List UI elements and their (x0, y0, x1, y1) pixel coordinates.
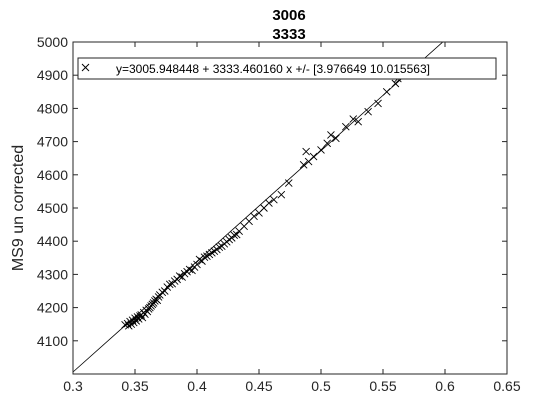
data-point (284, 179, 293, 187)
y-tick-label: 4200 (37, 300, 68, 316)
fit-line-layer (73, 42, 444, 373)
data-point (391, 79, 400, 88)
data-point (341, 122, 350, 131)
data-point (215, 243, 224, 251)
y-tick-label: 4900 (37, 67, 68, 83)
data-point (210, 247, 219, 255)
data-point (317, 146, 325, 154)
chart-title: 3006 3333 (272, 7, 305, 43)
x-tick-label: 0.55 (369, 378, 396, 394)
data-point (349, 115, 358, 123)
data-point (354, 117, 363, 126)
legend-marker-x-icon (81, 63, 90, 72)
data-point (208, 249, 216, 257)
data-point (138, 313, 147, 322)
data-point (332, 134, 340, 143)
data-point (200, 253, 209, 261)
data-point (143, 307, 152, 316)
data-point (327, 131, 335, 139)
data-point (160, 287, 169, 295)
data-point (374, 99, 382, 108)
y-tick-label: 4300 (37, 266, 68, 282)
data-point (165, 280, 174, 289)
x-tick-label: 0.45 (245, 378, 272, 394)
y-tick-label: 4800 (37, 100, 68, 116)
data-point (175, 272, 184, 280)
fit-line (73, 42, 444, 373)
y-tick-label: 5000 (37, 34, 68, 50)
data-point (193, 260, 201, 269)
data-point (173, 275, 181, 284)
data-point (230, 231, 239, 240)
data-point (270, 195, 278, 204)
y-axis: 4100 4200 4300 4400 4500 4600 4700 4800 4900 5000 (37, 34, 507, 349)
chart-title-line-2: 3333 (272, 26, 305, 43)
data-point (225, 235, 234, 244)
data-point (203, 252, 211, 260)
x-tick-label: 0.6 (435, 378, 455, 394)
x-tick-label: 0.35 (121, 378, 148, 394)
data-point (232, 230, 241, 239)
legend-label: y=3005.948448 + 3333.460160 x +/- [3.976… (116, 62, 430, 76)
y-tick-label: 4100 (37, 333, 68, 349)
data-point (309, 152, 318, 161)
legend-box (77, 57, 497, 80)
y-tick-label: 4600 (37, 167, 68, 183)
data-point (265, 199, 273, 207)
data-point (185, 265, 194, 274)
chart-title-line-1: 3006 (272, 7, 305, 24)
data-point (323, 139, 332, 148)
data-point (277, 190, 286, 199)
data-points (121, 74, 402, 330)
data-point (299, 161, 308, 169)
x-tick-label: 0.65 (493, 378, 520, 394)
x-tick-label: 0.4 (187, 378, 207, 394)
data-point (250, 212, 258, 221)
data-point (154, 293, 163, 301)
x-tick-label: 0.5 (311, 378, 331, 394)
data-point (382, 87, 391, 96)
legend: y=3005.948448 + 3333.460160 x +/- [3.976… (77, 57, 497, 80)
x-tick-label: 0.3 (63, 378, 83, 394)
data-point (302, 147, 310, 156)
y-tick-label: 4500 (37, 200, 68, 216)
y-axis-label: MS9 un corrected (10, 145, 27, 271)
x-axis: 0.3 0.35 0.4 0.45 0.5 0.55 0.6 0.65 (63, 42, 521, 394)
y-tick-label: 4700 (37, 134, 68, 150)
y-tick-label: 4400 (37, 233, 68, 249)
plot-area-frame (72, 41, 508, 375)
data-point (364, 107, 372, 116)
data-point (188, 266, 196, 275)
data-point (149, 299, 158, 307)
